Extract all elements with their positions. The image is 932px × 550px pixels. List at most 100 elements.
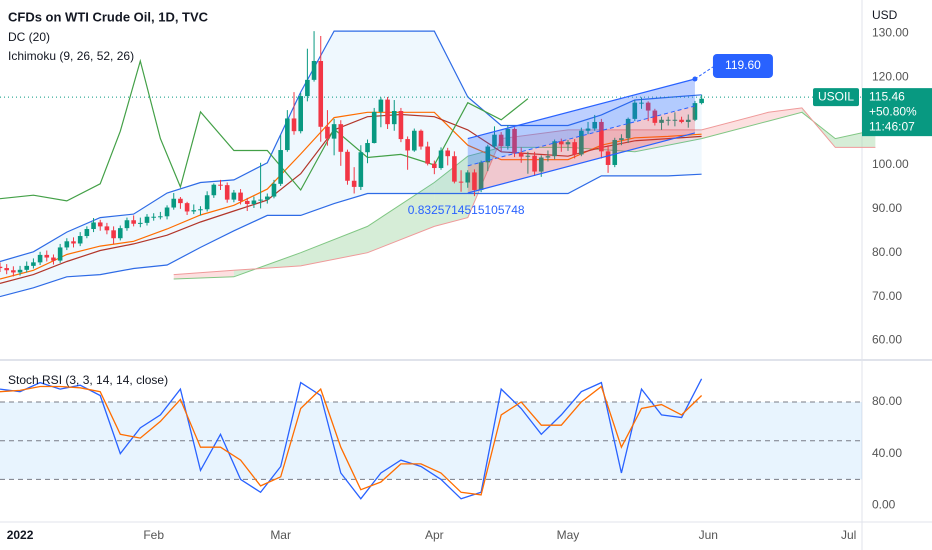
channel-lower-fill bbox=[467, 105, 695, 194]
target-label: 119.60 bbox=[725, 58, 761, 72]
candle-body bbox=[264, 196, 270, 200]
candle-body bbox=[391, 110, 397, 125]
symbol-tag bbox=[813, 88, 859, 107]
candle-body bbox=[572, 142, 577, 155]
candle-body bbox=[4, 268, 9, 271]
indicator-line bbox=[0, 111, 702, 280]
candle-body bbox=[492, 134, 497, 147]
candle-body bbox=[345, 151, 350, 181]
candle-body bbox=[465, 172, 471, 183]
ichimoku-cloud bbox=[434, 156, 468, 227]
stoch-line bbox=[0, 385, 703, 496]
candle-body bbox=[351, 180, 357, 187]
candle-body bbox=[11, 270, 16, 273]
y-tick-label: 130.00 bbox=[872, 26, 909, 40]
x-tick-label: May bbox=[557, 528, 580, 542]
price-tag bbox=[862, 88, 932, 137]
candle-body bbox=[425, 146, 430, 164]
candle-body bbox=[398, 110, 404, 140]
candle-body bbox=[24, 265, 30, 270]
candle-body bbox=[338, 124, 344, 152]
candle-body bbox=[452, 156, 457, 182]
candle-body bbox=[498, 134, 504, 147]
candle-body bbox=[405, 139, 410, 151]
candle-body bbox=[111, 230, 116, 239]
candle-body bbox=[198, 209, 203, 211]
candle-body bbox=[44, 254, 50, 258]
candle-body bbox=[171, 198, 177, 208]
y-tick-label: 40.00 bbox=[872, 446, 902, 460]
cloud-span-a bbox=[173, 111, 876, 280]
symbol-label: USOIL bbox=[818, 89, 854, 103]
stoch-title: Stoch RSI (3, 3, 14, 14, close) bbox=[8, 373, 168, 387]
candle-body bbox=[117, 228, 123, 239]
y-tick-label: 90.00 bbox=[872, 201, 902, 215]
candle-body bbox=[652, 110, 658, 123]
candle-body bbox=[512, 128, 517, 154]
candle-body bbox=[191, 210, 197, 212]
candle-body bbox=[238, 192, 243, 201]
candle-body bbox=[699, 98, 704, 104]
change-label: +50.80% bbox=[869, 104, 917, 118]
candle-body bbox=[632, 102, 638, 119]
stoch-band bbox=[0, 402, 862, 480]
candle-body bbox=[639, 102, 644, 104]
candle-body bbox=[144, 216, 150, 223]
candle-body bbox=[679, 119, 684, 122]
candle-body bbox=[625, 118, 631, 139]
candle-body bbox=[385, 99, 390, 125]
x-tick-label: Jul bbox=[841, 528, 856, 542]
candle-body bbox=[251, 200, 257, 205]
candle-body bbox=[318, 60, 324, 127]
y-tick-label: 0.00 bbox=[872, 497, 896, 511]
candle-body bbox=[365, 143, 370, 153]
candle-body bbox=[291, 118, 297, 132]
x-tick-label: Jun bbox=[699, 528, 718, 542]
channel-upper bbox=[467, 78, 696, 140]
candle-body bbox=[258, 199, 263, 201]
indicator-label: DC (20) bbox=[8, 30, 50, 44]
candle-body bbox=[91, 222, 96, 230]
candle-body bbox=[478, 162, 484, 190]
cloud-span-b bbox=[173, 107, 876, 276]
ichimoku-cloud bbox=[173, 270, 234, 280]
candle-body bbox=[552, 141, 557, 157]
y-tick-label: 80.00 bbox=[872, 245, 902, 259]
candle-body bbox=[659, 119, 664, 123]
ichimoku-cloud bbox=[768, 107, 802, 122]
candle-body bbox=[325, 126, 330, 139]
candle-body bbox=[485, 146, 491, 163]
candle-body bbox=[672, 119, 678, 121]
x-tick-label: 2022 bbox=[7, 528, 34, 542]
candle-body bbox=[37, 254, 43, 263]
candle-body bbox=[298, 96, 303, 132]
ichimoku-cloud bbox=[701, 112, 769, 139]
candle-body bbox=[371, 111, 377, 144]
ratio-label: 0.8325714515105748 bbox=[408, 203, 525, 217]
candle-body bbox=[645, 102, 651, 111]
candle-body bbox=[438, 150, 444, 169]
indicator-label: Ichimoku (9, 26, 52, 26) bbox=[8, 49, 134, 63]
candle-body bbox=[278, 150, 283, 184]
candle-body bbox=[244, 200, 250, 205]
x-tick-label: Apr bbox=[425, 528, 444, 542]
y-tick-label: 120.00 bbox=[872, 69, 909, 83]
candle-body bbox=[612, 139, 618, 165]
candle-body bbox=[84, 229, 90, 237]
candle-body bbox=[218, 184, 223, 186]
channel-upper-fill bbox=[467, 78, 695, 166]
candle-body bbox=[692, 103, 698, 120]
candle-body bbox=[158, 216, 163, 218]
candle-body bbox=[285, 118, 290, 151]
candle-body bbox=[204, 195, 210, 210]
candle-body bbox=[124, 220, 130, 229]
candle-body bbox=[311, 60, 317, 80]
candle-body bbox=[579, 130, 584, 155]
candle-body bbox=[545, 156, 551, 158]
candle-body bbox=[619, 138, 624, 140]
candle-body bbox=[559, 141, 564, 145]
plot-layer: 119.60 0.8325714515105748 60.00 70.00 80.00 9… bbox=[0, 26, 932, 542]
x-tick-label: Feb bbox=[143, 528, 164, 542]
stoch-line bbox=[0, 378, 703, 500]
